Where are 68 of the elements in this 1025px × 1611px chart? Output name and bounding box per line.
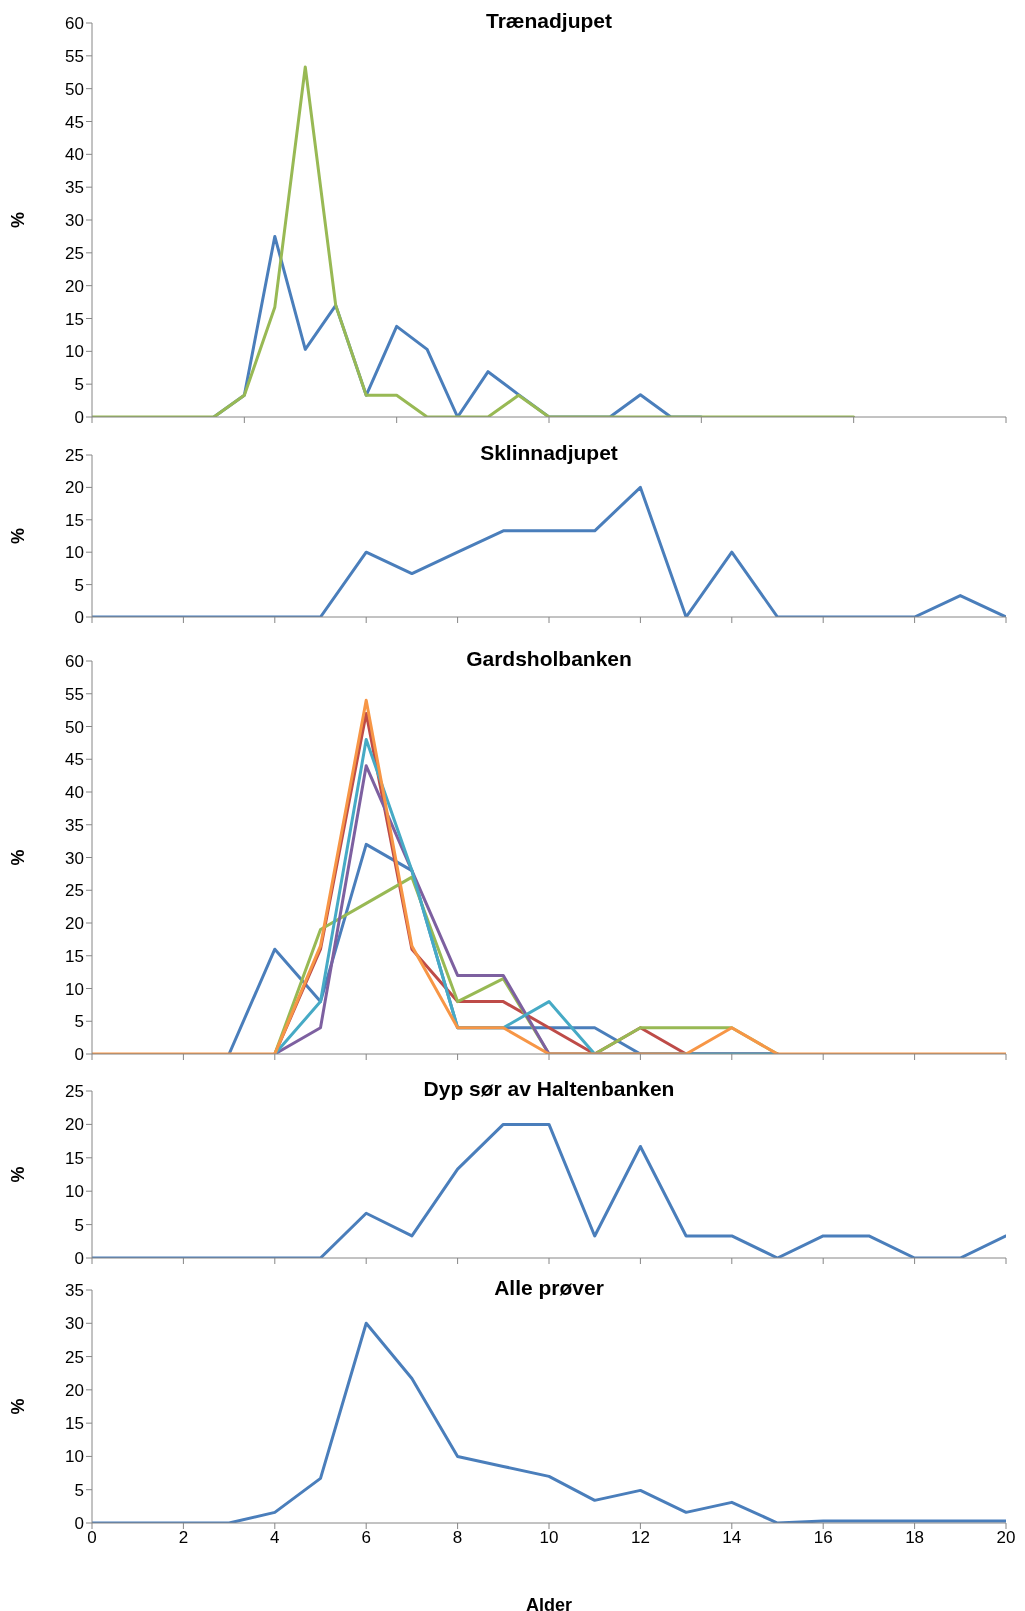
y-tick-label: 50: [65, 717, 84, 737]
y-axis-title: %: [8, 527, 29, 545]
y-tick-label: 30: [65, 211, 84, 231]
y-tick-label: 5: [74, 1480, 84, 1500]
y-tick-label: 60: [65, 652, 84, 672]
y-tick-label: 5: [74, 1215, 84, 1235]
y-tick-label: 25: [65, 1347, 84, 1367]
y-tick-label: 10: [65, 979, 84, 999]
x-axis-title: Alder: [525, 1595, 573, 1611]
x-tick-label: 18: [905, 1528, 925, 1548]
y-tick-label: 20: [65, 478, 84, 498]
x-tick-label: 10: [539, 1528, 559, 1548]
x-tick-label: 20: [996, 1528, 1016, 1548]
x-tick-label: 16: [813, 1528, 833, 1548]
x-tick-label: 4: [270, 1528, 280, 1548]
y-axis-title: %: [8, 1166, 29, 1183]
y-tick-label: 25: [65, 446, 84, 466]
y-tick-label: 25: [65, 243, 84, 263]
y-tick-label: 55: [65, 684, 84, 704]
y-tick-label: 45: [65, 750, 84, 770]
x-tick-label: 8: [452, 1528, 463, 1548]
x-tick-label: 14: [722, 1528, 742, 1548]
y-tick-label: 10: [65, 543, 84, 563]
y-tick-label: 35: [65, 178, 84, 198]
y-tick-label: 55: [65, 46, 84, 66]
y-tick-label: 5: [74, 1012, 84, 1032]
y-tick-label: 15: [65, 309, 84, 329]
x-tick-label: 0: [87, 1528, 97, 1548]
y-tick-label: 5: [74, 575, 84, 595]
y-tick-label: 35: [65, 815, 84, 835]
y-tick-label: 15: [65, 1414, 84, 1434]
y-tick-label: 0: [74, 408, 84, 428]
y-axis-title: %: [8, 211, 29, 229]
y-tick-label: 15: [65, 946, 84, 966]
x-tick-label: 2: [178, 1528, 189, 1548]
chart-title: Dyp sør av Haltenbanken: [422, 1077, 676, 1101]
chart-title: Trænadjupet: [485, 9, 613, 33]
y-tick-label: 30: [65, 848, 84, 868]
y-tick-label: 15: [65, 1148, 84, 1168]
y-tick-label: 0: [74, 608, 84, 628]
y-tick-label: 20: [65, 1115, 84, 1135]
y-axis-title: %: [8, 1398, 29, 1415]
y-tick-label: 40: [65, 783, 84, 803]
y-tick-label: 50: [65, 79, 84, 99]
y-tick-label: 40: [65, 145, 84, 165]
y-tick-label: 5: [74, 375, 84, 395]
chart-title: Gardsholbanken: [465, 647, 633, 671]
y-tick-label: 10: [65, 1182, 84, 1202]
y-tick-label: 10: [65, 1447, 84, 1467]
y-tick-label: 20: [65, 914, 84, 934]
y-tick-label: 0: [74, 1045, 84, 1065]
chart-title: Sklinnadjupet: [479, 441, 619, 465]
y-tick-label: 10: [65, 342, 84, 362]
y-tick-label: 0: [74, 1514, 84, 1534]
y-tick-label: 35: [65, 1281, 84, 1301]
x-tick-label: 6: [361, 1528, 371, 1548]
y-tick-label: 25: [65, 1082, 84, 1102]
y-tick-label: 0: [74, 1249, 84, 1269]
y-axis-title: %: [8, 849, 29, 866]
y-tick-label: 45: [65, 112, 84, 132]
y-tick-label: 25: [65, 881, 84, 901]
y-tick-label: 15: [65, 510, 84, 530]
y-tick-label: 60: [65, 14, 84, 34]
y-tick-label: 20: [65, 276, 84, 296]
x-tick-label: 12: [630, 1528, 650, 1548]
y-tick-label: 30: [65, 1314, 84, 1334]
y-tick-label: 20: [65, 1380, 84, 1400]
chart-title: Alle prøver: [493, 1276, 605, 1300]
